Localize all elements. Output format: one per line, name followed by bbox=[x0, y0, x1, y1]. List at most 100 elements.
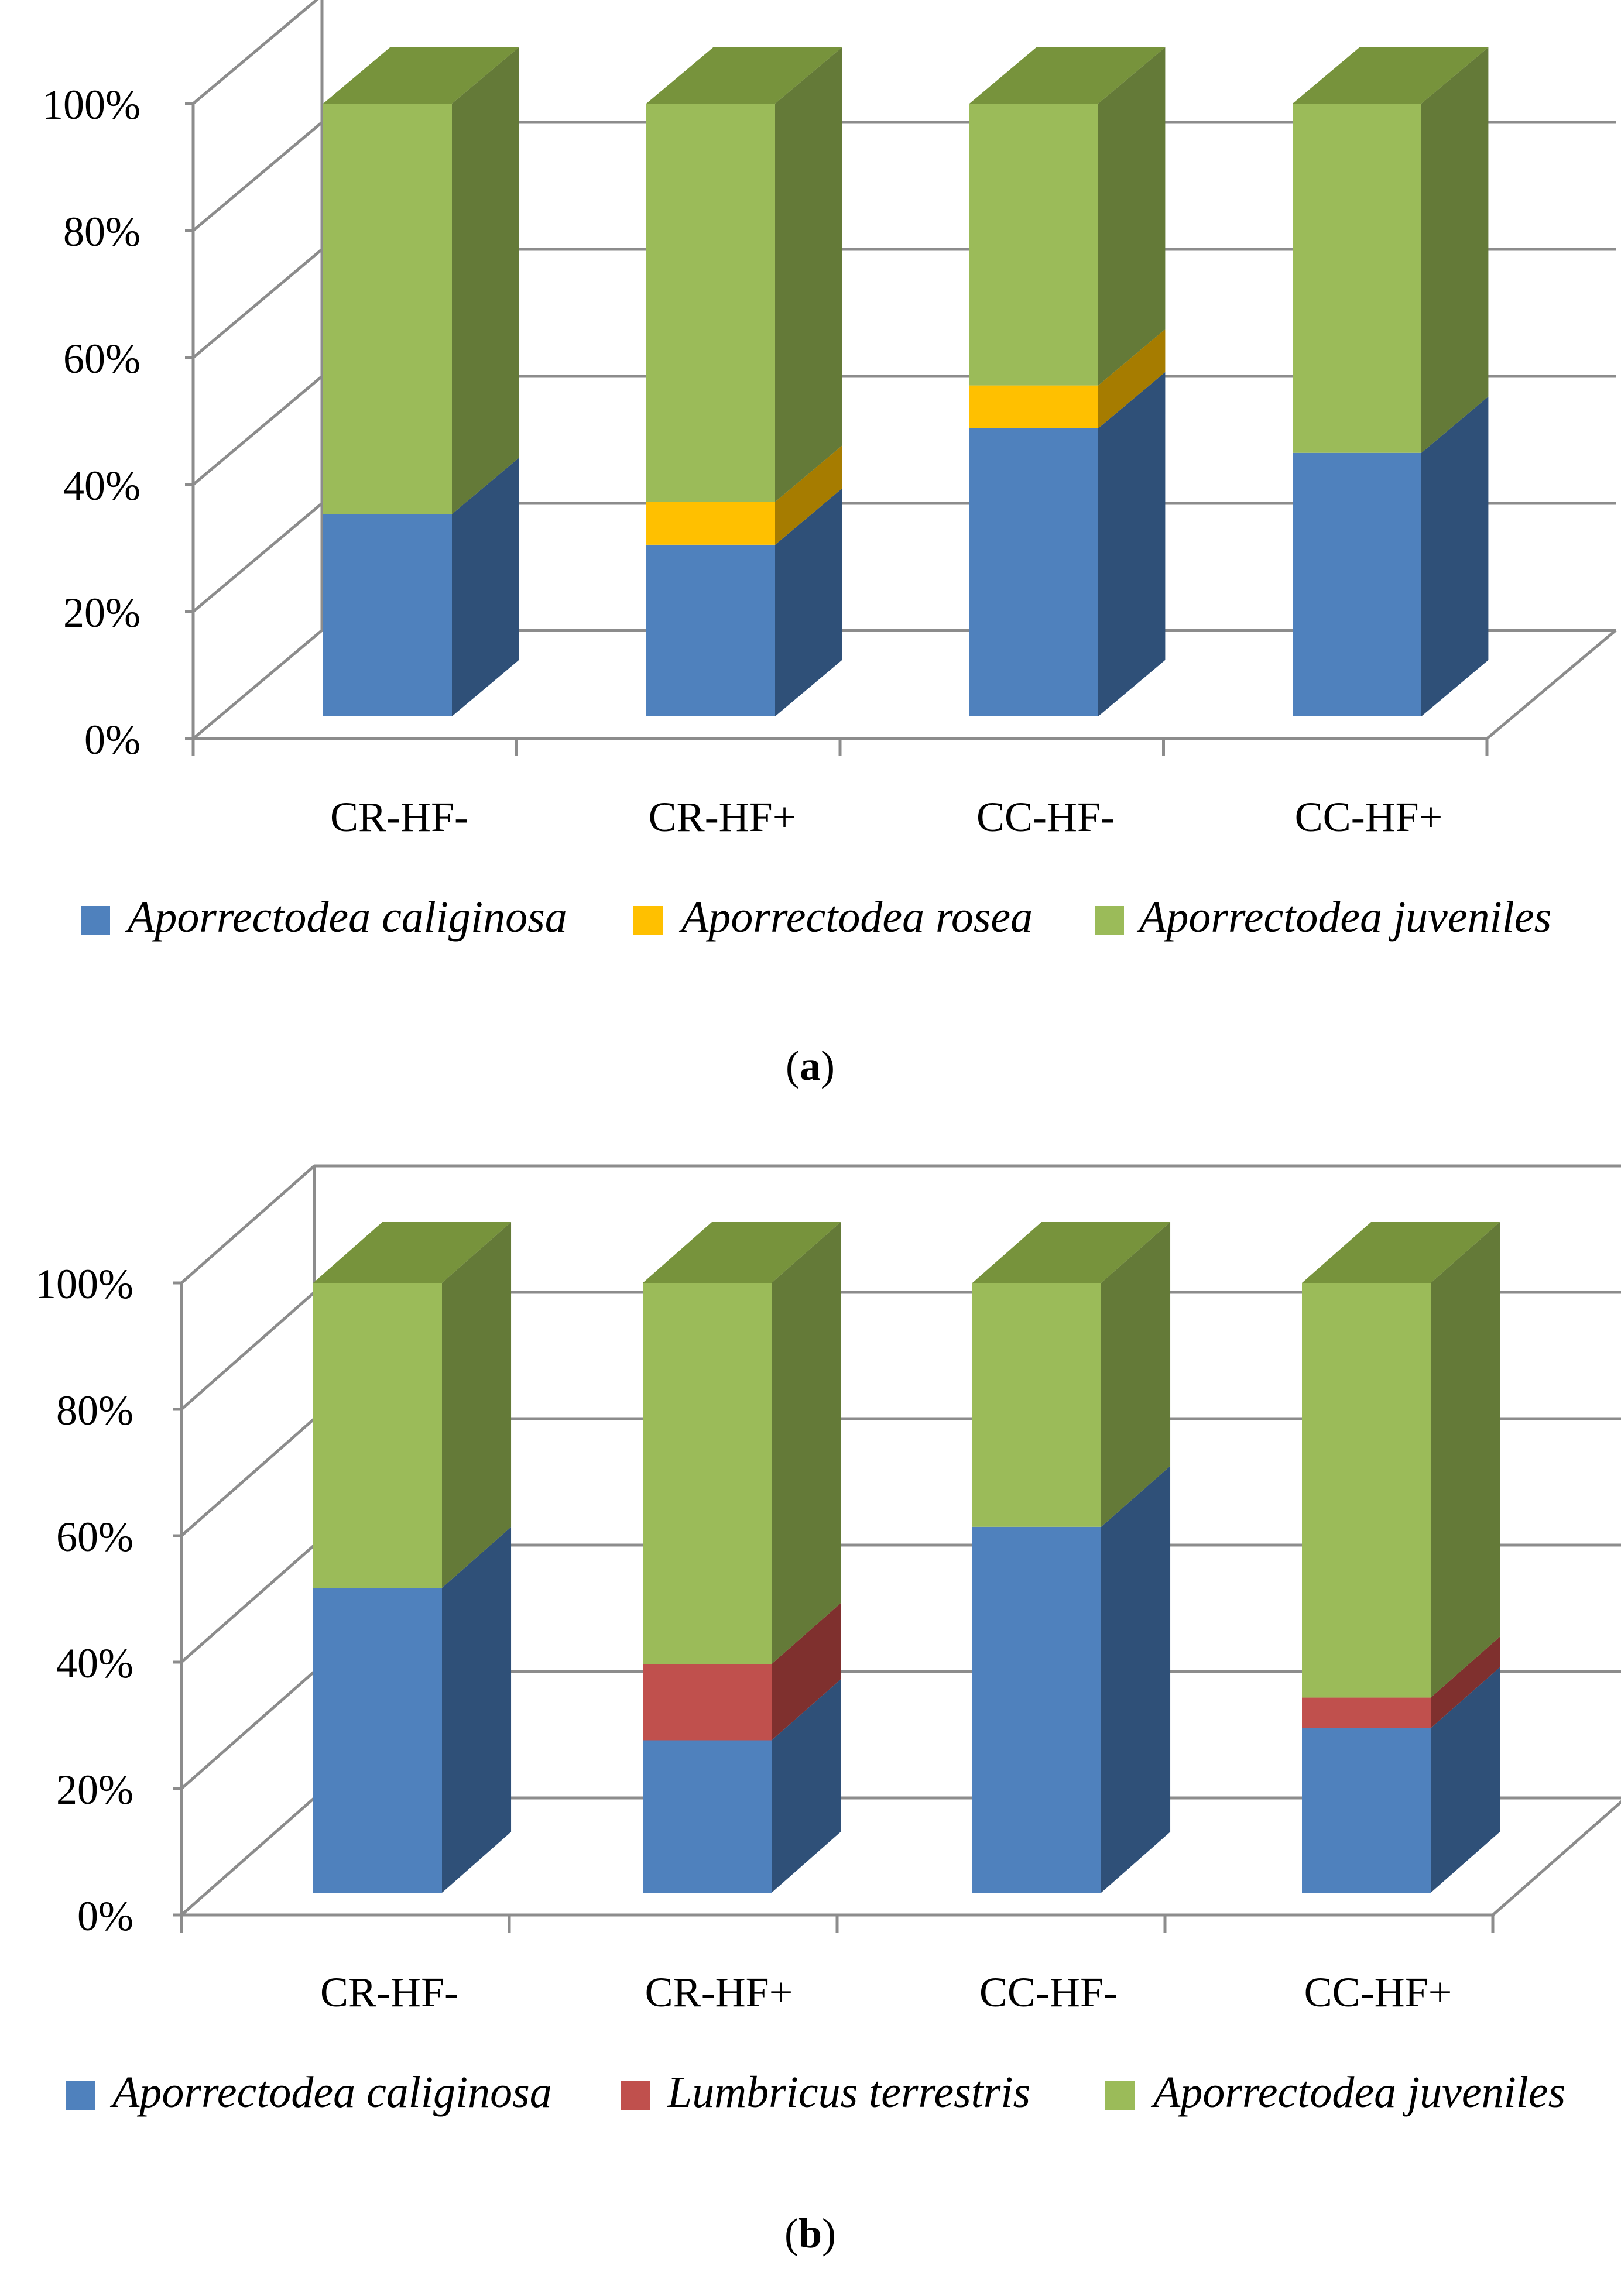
bar-front bbox=[323, 514, 452, 716]
bar-top bbox=[1302, 1222, 1500, 1283]
x-category-label: CC-HF+ bbox=[1304, 1969, 1452, 2016]
bar-side bbox=[772, 1603, 841, 1741]
gridline-side bbox=[180, 1544, 316, 1663]
x-category-label: CR-HF- bbox=[320, 1969, 458, 2016]
bar-front bbox=[646, 502, 775, 545]
bar-side bbox=[1431, 1636, 1500, 1728]
caption-close: ) bbox=[822, 2210, 836, 2257]
bar-front bbox=[969, 385, 1098, 428]
bar-CC-HF+-aporrectodea-juveniles bbox=[1293, 47, 1489, 453]
gridline-side bbox=[192, 629, 323, 740]
bar-CC-HF--aporrectodea-juveniles bbox=[969, 47, 1166, 386]
bar-top bbox=[323, 47, 519, 104]
bar-top bbox=[969, 47, 1166, 104]
caption-open: ( bbox=[786, 1042, 800, 1089]
bar-CR-HF+-lumbricus-terrestris bbox=[643, 1603, 841, 1741]
y-tick-label: 60% bbox=[63, 335, 140, 382]
bar-side bbox=[772, 1222, 841, 1664]
bar-side bbox=[1431, 1222, 1500, 1698]
bar-side bbox=[452, 47, 519, 514]
legend-swatch bbox=[81, 906, 110, 935]
bar-CC-HF+-lumbricus-terrestris bbox=[1302, 1636, 1500, 1728]
bar-CR-HF--aporrectodea-caliginosa bbox=[313, 1527, 512, 1893]
chart-panel-a: 0% 20% 40% 60% 80% 100% CR-HF- CR-HF+ CC-HF- CC-H… bbox=[42, 0, 1617, 1089]
x-category-label: CC-HF- bbox=[976, 794, 1115, 840]
bar-front bbox=[969, 428, 1098, 716]
y-tick-label: 100% bbox=[35, 1261, 133, 1307]
bar-top bbox=[972, 1222, 1171, 1283]
bar-side bbox=[1098, 47, 1166, 386]
bar-CR-HF+-aporrectodea-rosea bbox=[646, 445, 842, 545]
legend-label: Lumbricus terrestris bbox=[667, 2068, 1030, 2117]
bar-CR-HF--aporrectodea-juveniles bbox=[313, 1222, 512, 1588]
bar-CR-HF+-aporrectodea-juveniles bbox=[643, 1222, 841, 1664]
bar-side bbox=[1098, 329, 1166, 428]
bar-side bbox=[1101, 1222, 1171, 1527]
y-tick-label: 0% bbox=[84, 716, 140, 763]
bar-CC-HF--aporrectodea-caliginosa bbox=[972, 1466, 1171, 1893]
bar-front bbox=[972, 1526, 1101, 1893]
legend-swatch bbox=[1105, 2081, 1135, 2110]
legend-label: Aporrectodea juveniles bbox=[1150, 2068, 1565, 2117]
bar-front bbox=[972, 1283, 1101, 1527]
floor-edge bbox=[1492, 1800, 1621, 1916]
y-tick-label: 20% bbox=[63, 589, 140, 636]
y-tick-label: 40% bbox=[63, 462, 140, 509]
bar-CC-HF+-aporrectodea-caliginosa bbox=[1302, 1667, 1500, 1893]
bar-front bbox=[643, 1664, 772, 1741]
gridline-side bbox=[180, 1165, 316, 1284]
bar-front bbox=[643, 1740, 772, 1893]
legend-swatch bbox=[66, 2081, 95, 2110]
y-tick-label: 100% bbox=[42, 81, 140, 128]
gridline-side bbox=[180, 1797, 316, 1916]
bar-top bbox=[313, 1222, 512, 1283]
x-category-label: CR-HF- bbox=[330, 794, 468, 840]
bar-front bbox=[313, 1588, 442, 1893]
bar-CC-HF--aporrectodea-caliginosa bbox=[969, 372, 1166, 716]
legend-label: Aporrectodea caliginosa bbox=[125, 893, 567, 942]
y-tick-label: 60% bbox=[56, 1513, 133, 1560]
bar-front bbox=[323, 104, 452, 514]
bar-front bbox=[1302, 1728, 1431, 1893]
y-tick-label: 40% bbox=[56, 1640, 133, 1687]
gridline-side bbox=[192, 502, 323, 613]
bar-side bbox=[775, 445, 842, 545]
bar-side bbox=[772, 1679, 841, 1893]
caption-letter: b bbox=[798, 2210, 822, 2257]
bar-side bbox=[1098, 372, 1166, 716]
legend-swatch bbox=[1095, 906, 1124, 935]
legend-label: Aporrectodea juveniles bbox=[1136, 893, 1551, 942]
bar-CR-HF+-aporrectodea-juveniles bbox=[646, 47, 842, 502]
gridline-side bbox=[192, 248, 323, 359]
y-tick-label: 80% bbox=[63, 208, 140, 255]
caption-close: ) bbox=[821, 1042, 835, 1089]
bar-CC-HF+-aporrectodea-juveniles bbox=[1302, 1222, 1500, 1698]
floor-edge bbox=[1486, 629, 1617, 740]
legend-swatch bbox=[621, 2081, 650, 2110]
bar-CC-HF+-aporrectodea-caliginosa bbox=[1293, 396, 1489, 716]
bar-CC-HF--aporrectodea-rosea bbox=[969, 329, 1166, 428]
bar-front bbox=[643, 1283, 772, 1664]
bar-top bbox=[646, 47, 842, 104]
chart-panel-b: 0% 20% 40% 60% 80% 100% CR-HF- CR-HF+ CC-HF- CC-H… bbox=[35, 1164, 1621, 2257]
bar-side bbox=[775, 488, 842, 716]
x-category-label: CC-HF- bbox=[979, 1969, 1118, 2016]
bar-side bbox=[442, 1222, 512, 1588]
y-tick-label: 20% bbox=[56, 1766, 133, 1813]
bar-CR-HF+-aporrectodea-caliginosa bbox=[646, 488, 842, 716]
gridline-side bbox=[180, 1670, 316, 1790]
bar-front bbox=[313, 1283, 442, 1588]
bar-front bbox=[969, 104, 1098, 386]
bar-side bbox=[452, 458, 519, 716]
bar-side bbox=[1421, 396, 1489, 716]
panel-caption: (a) bbox=[786, 1042, 835, 1089]
gridline-side bbox=[192, 0, 319, 105]
bar-top bbox=[1293, 47, 1489, 104]
legend-label: Aporrectodea caliginosa bbox=[109, 2068, 552, 2117]
bar-side bbox=[1101, 1466, 1171, 1893]
gridline-side bbox=[180, 1418, 316, 1537]
bar-CR-HF+-aporrectodea-caliginosa bbox=[643, 1679, 841, 1893]
bar-CR-HF--aporrectodea-caliginosa bbox=[323, 458, 519, 716]
bar-side bbox=[1421, 47, 1489, 453]
gridline-side bbox=[192, 121, 323, 232]
